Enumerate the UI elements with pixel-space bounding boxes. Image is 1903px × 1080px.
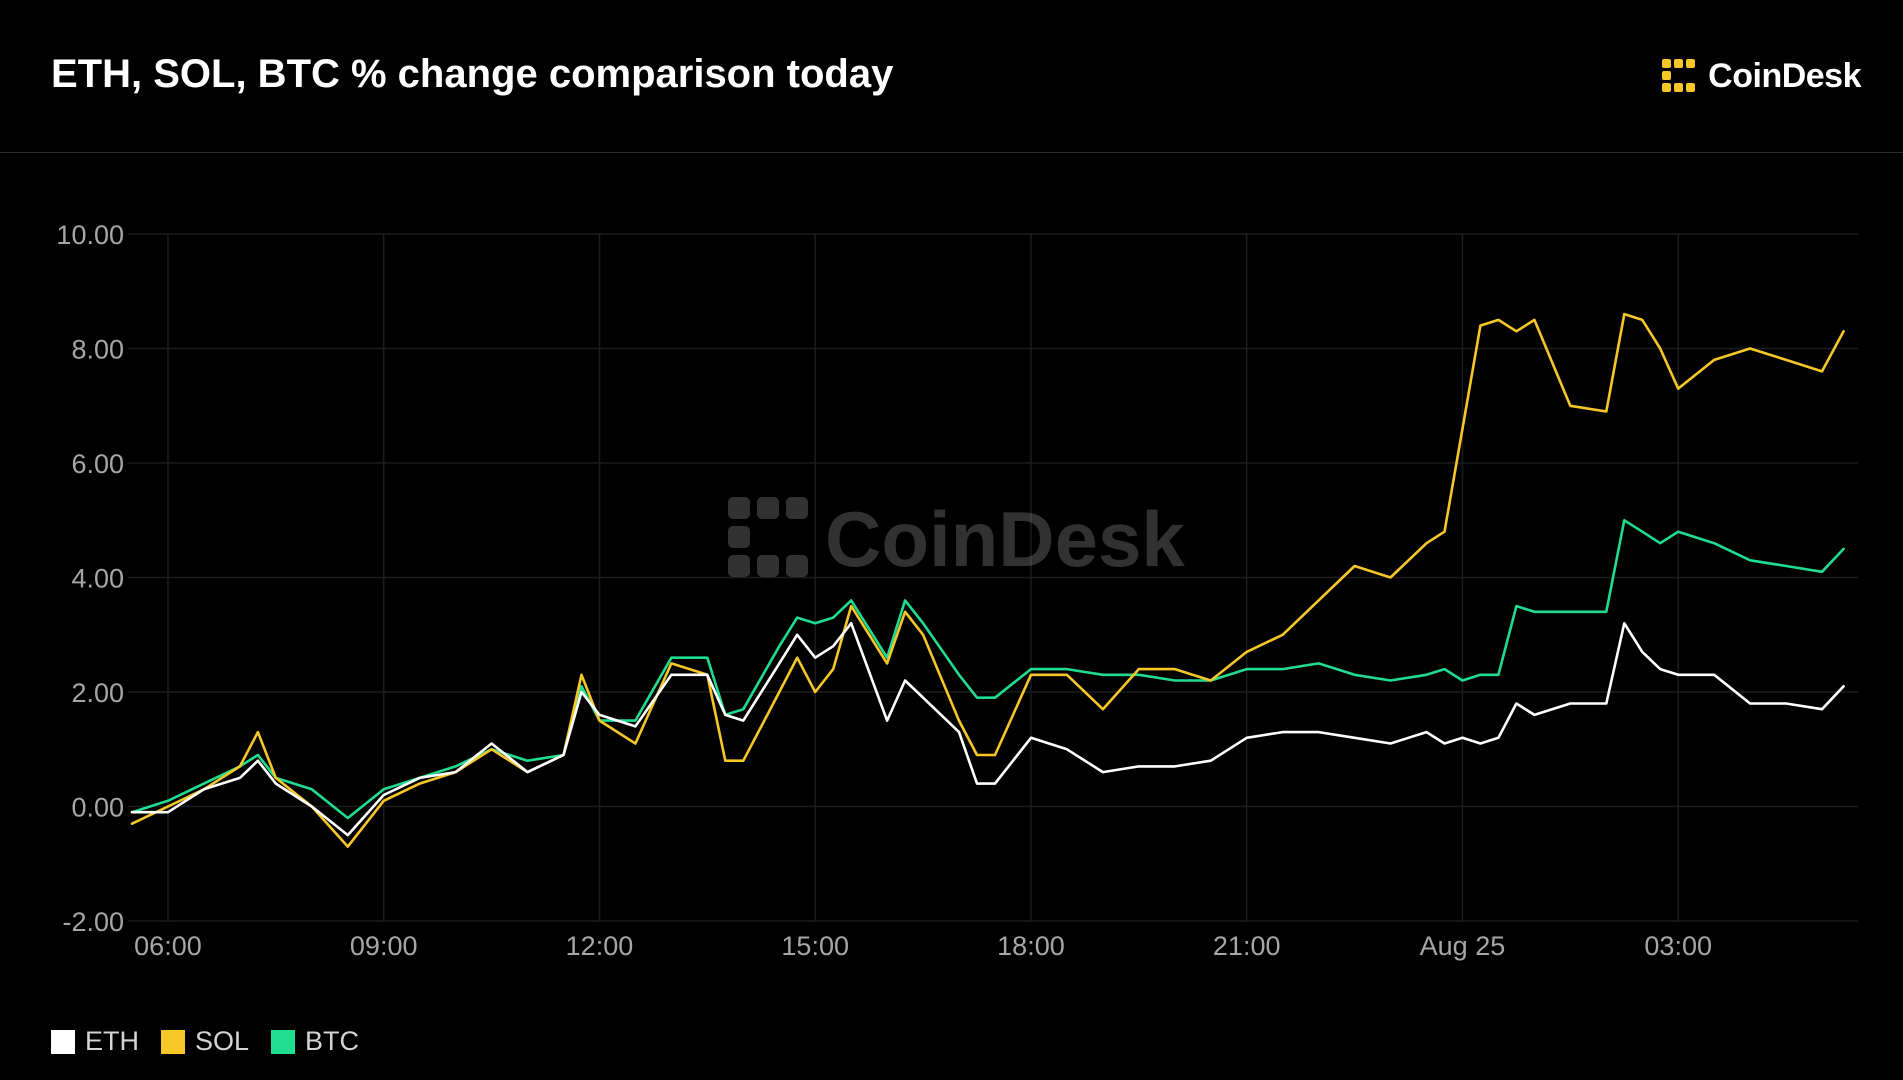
- series-line-eth: [130, 621, 1845, 837]
- axis-layer: 10.00 8.00 6.00 4.00 2.00 0.00 -2.00 06:00 09:00…: [56, 220, 1712, 961]
- x-tick-label: 12:00: [566, 931, 634, 961]
- legend-swatch-btc: [271, 1029, 296, 1054]
- y-tick-label: 10.00: [56, 220, 124, 250]
- legend-swatch-sol: [161, 1029, 185, 1054]
- watermark-text: CoinDesk: [825, 495, 1185, 583]
- legend-label-eth: ETH: [85, 1026, 139, 1056]
- legend: ETH SOL BTC: [51, 1026, 359, 1057]
- legend-item-btc[interactable]: BTC: [271, 1026, 359, 1057]
- coindesk-logo: CoinDesk: [1660, 52, 1861, 100]
- y-tick-label: 0.00: [71, 793, 124, 823]
- coindesk-logo-icon: [1662, 59, 1696, 92]
- watermark-logo-icon: [728, 497, 808, 577]
- brand-name: CoinDesk: [1708, 56, 1861, 95]
- x-tick-label: 21:00: [1213, 931, 1281, 961]
- grid-layer: [128, 233, 1858, 922]
- legend-label-sol: SOL: [195, 1026, 250, 1056]
- series-layer: [130, 312, 1845, 848]
- y-tick-label: 8.00: [71, 335, 124, 365]
- x-tick-label: 18:00: [997, 931, 1065, 961]
- chart-header: ETH, SOL, BTC % change comparison today …: [0, 0, 1903, 153]
- legend-swatch-eth: [51, 1029, 75, 1054]
- series-line-btc: [130, 518, 1845, 820]
- x-tick-label: Aug 25: [1420, 931, 1506, 961]
- watermark: CoinDesk: [728, 495, 1185, 583]
- y-tick-label: 4.00: [71, 564, 124, 594]
- x-tick-label: 03:00: [1644, 931, 1712, 961]
- chart-title: ETH, SOL, BTC % change comparison today: [51, 52, 894, 96]
- y-tick-label: 2.00: [71, 678, 124, 708]
- y-tick-label: -2.00: [62, 907, 124, 937]
- legend-label-btc: BTC: [305, 1026, 360, 1056]
- x-tick-label: 15:00: [781, 931, 849, 961]
- legend-item-eth[interactable]: ETH: [51, 1026, 139, 1057]
- x-tick-label: 06:00: [134, 931, 202, 961]
- legend-item-sol[interactable]: SOL: [161, 1026, 249, 1057]
- y-tick-label: 6.00: [71, 449, 124, 479]
- x-tick-label: 09:00: [350, 931, 418, 961]
